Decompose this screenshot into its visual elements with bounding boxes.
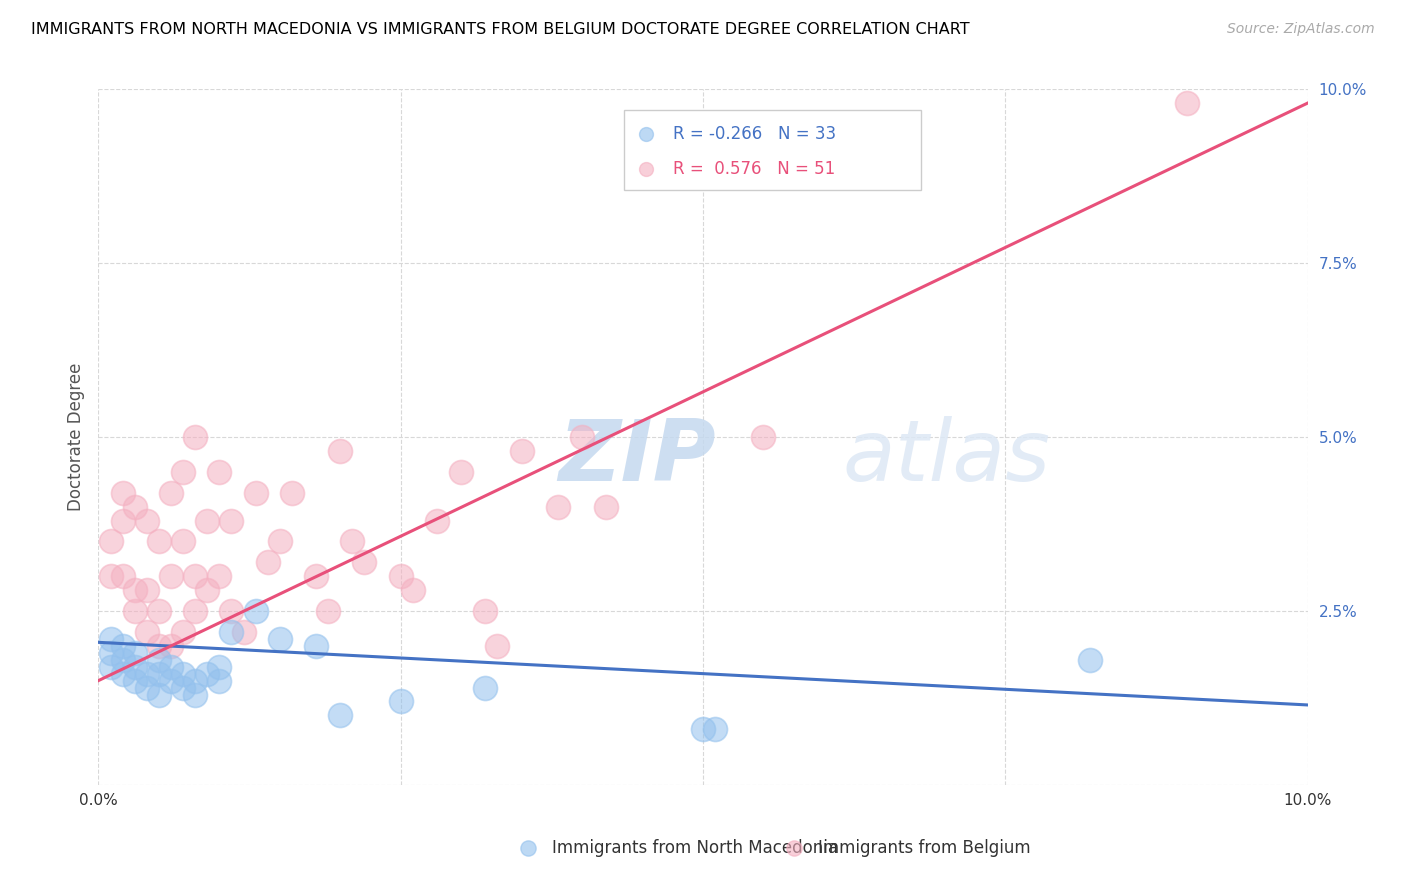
- Point: [100, 646, 122, 660]
- Point: [221, 604, 243, 618]
- Point: [111, 653, 134, 667]
- Point: [305, 569, 328, 583]
- Point: [160, 659, 183, 673]
- Point: [329, 444, 352, 458]
- Point: [402, 583, 425, 598]
- Point: [269, 534, 291, 549]
- Point: [195, 666, 218, 681]
- Point: [342, 534, 364, 549]
- Point: [184, 604, 207, 618]
- Point: [124, 646, 146, 660]
- Point: [100, 632, 122, 646]
- Point: [595, 500, 617, 514]
- Point: [148, 534, 170, 549]
- Text: Immigrants from Belgium: Immigrants from Belgium: [818, 838, 1031, 856]
- Point: [124, 659, 146, 673]
- Point: [474, 604, 496, 618]
- FancyBboxPatch shape: [624, 110, 921, 190]
- Point: [281, 485, 304, 500]
- Point: [1175, 96, 1198, 111]
- Point: [111, 666, 134, 681]
- Point: [135, 514, 157, 528]
- Text: ZIP: ZIP: [558, 417, 716, 500]
- Point: [208, 465, 231, 479]
- Point: [172, 681, 194, 695]
- Point: [135, 583, 157, 598]
- Point: [148, 666, 170, 681]
- Point: [160, 569, 183, 583]
- Point: [389, 569, 412, 583]
- Point: [111, 514, 134, 528]
- Text: Source: ZipAtlas.com: Source: ZipAtlas.com: [1227, 22, 1375, 37]
- Text: R = -0.266   N = 33: R = -0.266 N = 33: [672, 126, 837, 144]
- Point: [450, 465, 472, 479]
- Text: R =  0.576   N = 51: R = 0.576 N = 51: [672, 161, 835, 178]
- Point: [160, 673, 183, 688]
- Point: [195, 514, 218, 528]
- Point: [486, 639, 509, 653]
- Point: [752, 430, 775, 444]
- Point: [208, 569, 231, 583]
- Point: [148, 604, 170, 618]
- Point: [269, 632, 291, 646]
- Point: [148, 688, 170, 702]
- Point: [184, 688, 207, 702]
- Point: [208, 673, 231, 688]
- Point: [100, 569, 122, 583]
- Point: [704, 723, 727, 737]
- Point: [111, 485, 134, 500]
- Text: IMMIGRANTS FROM NORTH MACEDONIA VS IMMIGRANTS FROM BELGIUM DOCTORATE DEGREE CORR: IMMIGRANTS FROM NORTH MACEDONIA VS IMMIG…: [31, 22, 970, 37]
- Point: [135, 666, 157, 681]
- Text: atlas: atlas: [842, 417, 1050, 500]
- Point: [148, 653, 170, 667]
- Point: [135, 681, 157, 695]
- Point: [172, 624, 194, 639]
- Point: [135, 624, 157, 639]
- Point: [100, 659, 122, 673]
- Point: [184, 430, 207, 444]
- Point: [353, 555, 375, 569]
- Point: [148, 639, 170, 653]
- Point: [160, 485, 183, 500]
- Point: [389, 694, 412, 708]
- Point: [195, 583, 218, 598]
- Point: [692, 723, 714, 737]
- Point: [256, 555, 278, 569]
- Point: [221, 514, 243, 528]
- Point: [305, 639, 328, 653]
- Point: [172, 465, 194, 479]
- Point: [329, 708, 352, 723]
- Point: [426, 514, 449, 528]
- Point: [124, 583, 146, 598]
- Point: [160, 639, 183, 653]
- Point: [316, 604, 339, 618]
- Point: [111, 639, 134, 653]
- Point: [1078, 653, 1101, 667]
- Point: [208, 659, 231, 673]
- Point: [184, 673, 207, 688]
- Point: [571, 430, 593, 444]
- Point: [245, 485, 267, 500]
- Point: [221, 624, 243, 639]
- Point: [172, 666, 194, 681]
- Y-axis label: Doctorate Degree: Doctorate Degree: [66, 363, 84, 511]
- Point: [184, 569, 207, 583]
- Point: [124, 500, 146, 514]
- Point: [124, 673, 146, 688]
- Point: [124, 604, 146, 618]
- Point: [547, 500, 569, 514]
- Point: [111, 569, 134, 583]
- Point: [100, 534, 122, 549]
- Point: [510, 444, 533, 458]
- Point: [232, 624, 254, 639]
- Text: Immigrants from North Macedonia: Immigrants from North Macedonia: [551, 838, 838, 856]
- Point: [245, 604, 267, 618]
- Point: [172, 534, 194, 549]
- Point: [474, 681, 496, 695]
